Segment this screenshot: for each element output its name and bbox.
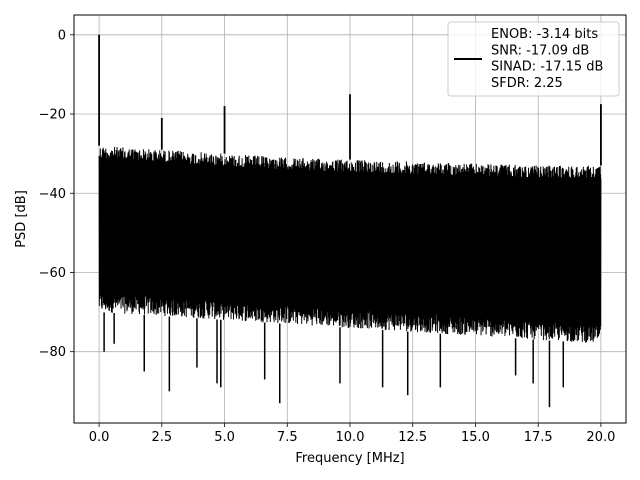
y-axis: 0 −20 −40 −60 −80 — [39, 28, 74, 360]
legend: ENOB: -3.14 bits SNR: -17.09 dB SINAD: -17… — [447, 21, 620, 97]
x-tick-label: 15.0 — [461, 430, 490, 445]
x-tick-label: 0.0 — [89, 430, 110, 445]
y-tick-label: −20 — [39, 108, 66, 123]
y-axis-label: PSD [dB] — [14, 190, 29, 248]
x-tick-label: 10.0 — [336, 430, 365, 445]
x-tick-label: 2.5 — [151, 430, 172, 445]
x-tick-label: 12.5 — [398, 430, 427, 445]
x-axis: 0.0 2.5 5.0 7.5 10.0 12.5 15.0 17.5 20.0 — [89, 423, 615, 445]
x-tick-label: 7.5 — [277, 430, 298, 445]
plot-area — [98, 34, 602, 408]
legend-entry-label: ENOB: -3.14 bits SNR: -17.09 dB SINAD: -17… — [491, 27, 603, 91]
x-axis-label: Frequency [MHz] — [295, 451, 404, 466]
x-tick-label: 17.5 — [524, 430, 553, 445]
x-tick-label: 20.0 — [586, 430, 615, 445]
legend-box — [447, 21, 620, 97]
y-tick-label: −60 — [39, 266, 66, 281]
psd-noise-band — [99, 157, 601, 321]
y-tick-label: −80 — [39, 345, 66, 360]
y-tick-label: −40 — [39, 187, 66, 202]
x-tick-label: 5.0 — [214, 430, 235, 445]
y-tick-label: 0 — [58, 28, 66, 43]
